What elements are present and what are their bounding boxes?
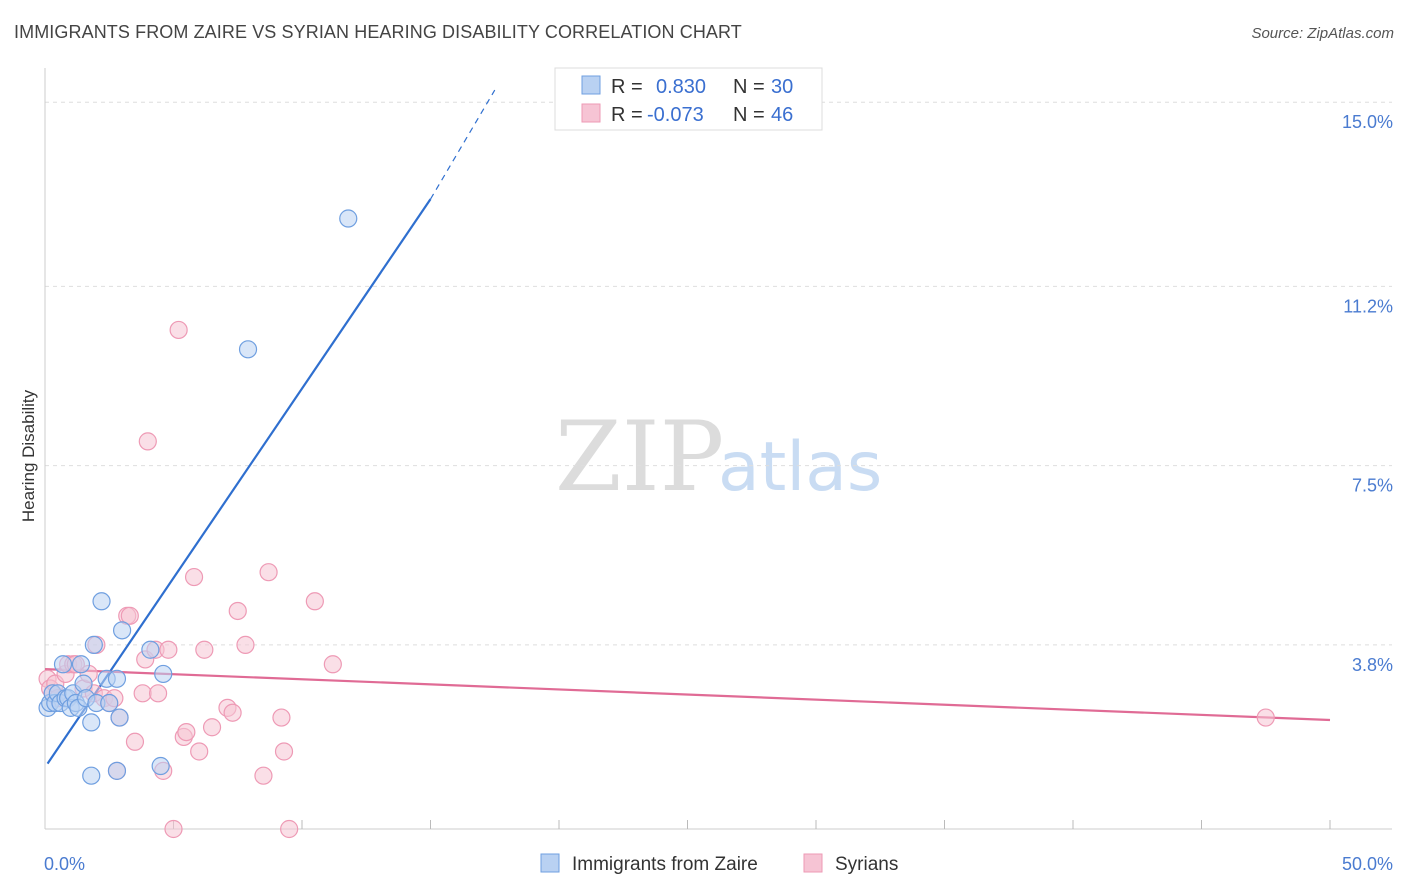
point-syrians-45 bbox=[305, 592, 324, 611]
legend-n-value-zaire: 30 bbox=[771, 76, 793, 98]
legend-n-label-zaire: N = bbox=[733, 76, 765, 98]
data-points bbox=[38, 209, 1275, 839]
point-zaire-23 bbox=[107, 669, 127, 688]
bottom-legend: Immigrants from Zaire Syrians bbox=[540, 853, 898, 875]
trend-line-1 bbox=[44, 668, 1331, 722]
legend-swatch-syrians bbox=[581, 103, 601, 123]
point-zaire-29 bbox=[154, 664, 173, 684]
point-syrians-29 bbox=[169, 320, 188, 340]
legend-swatch-zaire bbox=[581, 75, 601, 95]
bottom-legend-label-syrians: Syrians bbox=[835, 854, 898, 875]
watermark-atlas: atlas bbox=[718, 428, 882, 507]
legend-r-label-zaire: R = bbox=[611, 76, 643, 98]
bottom-legend-swatch-syrians bbox=[803, 853, 823, 873]
point-syrians-44 bbox=[280, 819, 299, 839]
grid bbox=[45, 101, 1392, 646]
point-zaire-30 bbox=[238, 340, 258, 359]
y-tick-label-0: 3.8% bbox=[1352, 655, 1393, 675]
point-syrians-21 bbox=[133, 684, 152, 703]
y-tick-label-2: 11.2% bbox=[1343, 296, 1393, 316]
point-syrians-31 bbox=[177, 722, 196, 742]
point-syrians-19 bbox=[120, 606, 139, 625]
trend-line-extension-0 bbox=[429, 89, 496, 200]
point-zaire-24 bbox=[107, 761, 127, 780]
point-zaire-28 bbox=[151, 756, 170, 776]
point-syrians-42 bbox=[272, 708, 291, 727]
point-syrians-46 bbox=[323, 655, 342, 674]
point-syrians-27 bbox=[159, 640, 178, 659]
bottom-legend-swatch-zaire bbox=[540, 853, 560, 873]
point-syrians-47 bbox=[1256, 708, 1275, 727]
point-syrians-33 bbox=[190, 742, 209, 761]
x-tick-label-1: 50.0% bbox=[1342, 854, 1393, 874]
point-syrians-43 bbox=[274, 742, 294, 761]
point-syrians-28 bbox=[164, 819, 183, 839]
x-tick-label-0: 0.0% bbox=[44, 854, 85, 874]
source-label: Source: ZipAtlas.com bbox=[1251, 25, 1394, 42]
point-zaire-31 bbox=[339, 209, 358, 228]
point-syrians-34 bbox=[195, 640, 214, 659]
trend-line-0 bbox=[46, 198, 432, 765]
point-zaire-17 bbox=[82, 713, 101, 732]
y-tick-label-3: 15.0% bbox=[1342, 112, 1393, 132]
point-zaire-18 bbox=[84, 635, 103, 654]
point-syrians-35 bbox=[202, 718, 222, 737]
trend-lines bbox=[44, 89, 1331, 765]
point-syrians-37 bbox=[223, 703, 242, 722]
tick-labels: 3.8% 7.5% 11.2% 15.0% 0.0% 50.0% bbox=[44, 112, 1393, 874]
point-zaire-26 bbox=[112, 621, 132, 640]
point-zaire-13 bbox=[71, 655, 91, 674]
point-zaire-25 bbox=[110, 708, 129, 727]
watermark-zip: ZIP bbox=[555, 401, 724, 513]
point-syrians-38 bbox=[228, 601, 247, 621]
point-syrians-32 bbox=[184, 567, 204, 587]
legend-r-value-zaire: 0.830 bbox=[656, 76, 706, 98]
point-zaire-16 bbox=[82, 766, 101, 785]
point-zaire-22 bbox=[100, 693, 119, 713]
point-zaire-6 bbox=[53, 655, 73, 674]
top-legend: R = 0.830 N = 30 R = -0.073 N = 46 bbox=[554, 67, 823, 131]
chart-title: IMMIGRANTS FROM ZAIRE VS SYRIAN HEARING … bbox=[14, 22, 742, 42]
y-axis-label: Hearing Disability bbox=[19, 389, 38, 522]
point-syrians-20 bbox=[125, 732, 145, 751]
legend-n-label-syrians: N = bbox=[733, 104, 765, 126]
point-syrians-39 bbox=[236, 635, 255, 654]
point-syrians-25 bbox=[148, 684, 168, 703]
y-tick-label-1: 7.5% bbox=[1352, 476, 1393, 496]
point-syrians-40 bbox=[254, 766, 273, 785]
point-syrians-41 bbox=[259, 563, 278, 582]
point-zaire-27 bbox=[141, 640, 160, 659]
point-syrians-23 bbox=[138, 432, 157, 451]
point-zaire-20 bbox=[92, 592, 111, 611]
bottom-legend-label-zaire: Immigrants from Zaire bbox=[572, 854, 758, 875]
legend-r-value-syrians: -0.073 bbox=[647, 104, 704, 126]
legend-r-label-syrians: R = bbox=[611, 104, 643, 126]
legend-n-value-syrians: 46 bbox=[771, 104, 793, 126]
